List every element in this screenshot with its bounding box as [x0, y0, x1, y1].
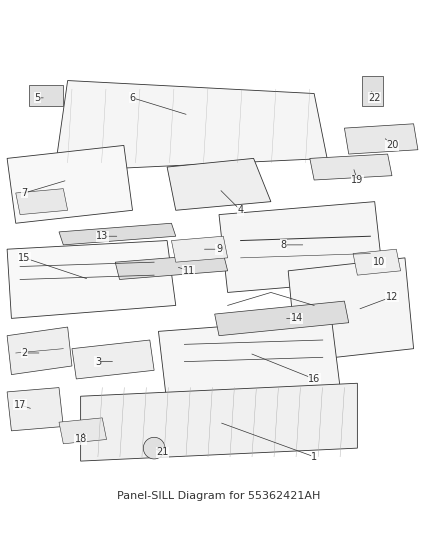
Polygon shape: [362, 76, 383, 107]
Text: 1: 1: [311, 452, 317, 462]
Polygon shape: [353, 249, 401, 275]
Text: 9: 9: [216, 244, 222, 254]
Polygon shape: [16, 189, 67, 215]
Polygon shape: [81, 383, 357, 461]
Polygon shape: [55, 80, 327, 172]
Text: 3: 3: [95, 357, 101, 367]
Text: 6: 6: [130, 93, 136, 103]
Text: 16: 16: [308, 374, 320, 384]
Polygon shape: [310, 154, 392, 180]
Polygon shape: [7, 327, 72, 375]
Text: 19: 19: [351, 175, 364, 185]
Polygon shape: [29, 85, 64, 107]
Text: 4: 4: [237, 205, 244, 215]
Text: 5: 5: [34, 93, 40, 103]
Text: 8: 8: [281, 240, 287, 250]
Polygon shape: [171, 236, 228, 262]
Text: 15: 15: [18, 253, 31, 263]
Polygon shape: [288, 258, 413, 361]
Polygon shape: [159, 318, 340, 405]
Text: 12: 12: [386, 292, 398, 302]
Polygon shape: [7, 146, 133, 223]
Text: 7: 7: [21, 188, 28, 198]
Polygon shape: [7, 240, 176, 318]
Polygon shape: [72, 340, 154, 379]
Text: 10: 10: [373, 257, 385, 267]
Polygon shape: [219, 201, 383, 293]
Text: Panel-SILL Diagram for 55362421AH: Panel-SILL Diagram for 55362421AH: [117, 491, 321, 502]
Text: 22: 22: [368, 93, 381, 103]
Polygon shape: [167, 158, 271, 211]
Text: 2: 2: [21, 348, 28, 358]
Polygon shape: [344, 124, 418, 154]
Text: 11: 11: [183, 266, 195, 276]
Polygon shape: [115, 254, 228, 279]
Text: 17: 17: [14, 400, 26, 410]
Polygon shape: [59, 418, 106, 444]
Text: 14: 14: [291, 313, 303, 324]
Text: 13: 13: [96, 231, 108, 241]
Polygon shape: [7, 387, 64, 431]
Polygon shape: [215, 301, 349, 336]
Text: 18: 18: [74, 434, 87, 445]
Text: 20: 20: [386, 140, 398, 150]
Text: 21: 21: [157, 447, 169, 457]
Circle shape: [143, 437, 165, 459]
Polygon shape: [59, 223, 176, 245]
